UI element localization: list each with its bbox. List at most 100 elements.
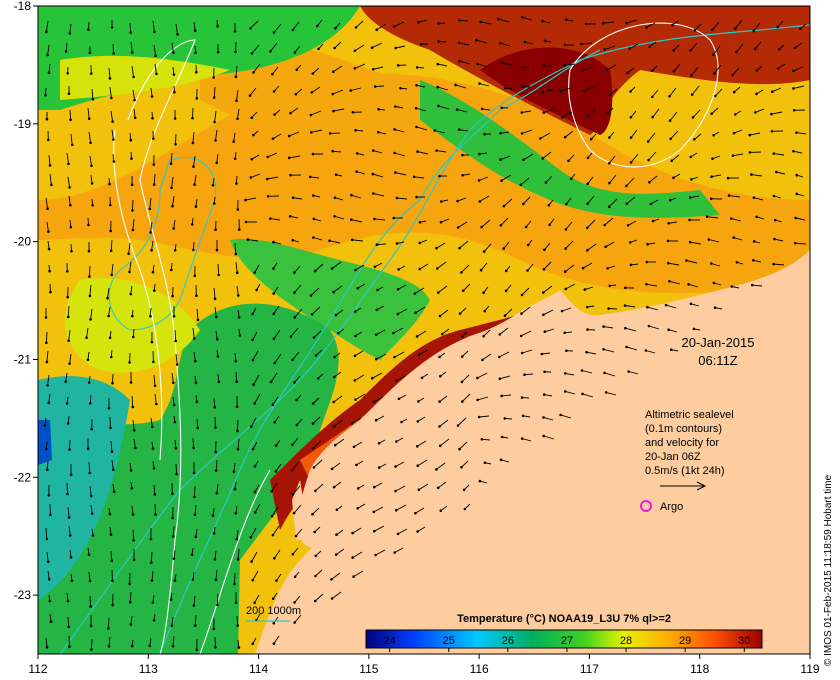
velocity-vector-head bbox=[460, 355, 464, 358]
velocity-vector bbox=[398, 394, 407, 400]
velocity-vector bbox=[668, 262, 680, 266]
velocity-vector-head bbox=[69, 225, 73, 229]
velocity-vector-head bbox=[372, 510, 376, 514]
velocity-vector-head bbox=[215, 337, 219, 341]
velocity-vector-head bbox=[458, 128, 461, 131]
velocity-vector bbox=[47, 374, 50, 386]
velocity-vector bbox=[350, 87, 362, 91]
velocity-vector bbox=[751, 174, 763, 177]
velocity-vector-head bbox=[564, 287, 568, 291]
legend-line-4: 20-Jan 06Z bbox=[645, 451, 701, 463]
velocity-vector bbox=[130, 41, 133, 53]
velocity-vector bbox=[773, 263, 785, 266]
velocity-vector-head bbox=[332, 290, 335, 294]
velocity-vector bbox=[294, 45, 301, 53]
velocity-vector bbox=[153, 484, 156, 495]
velocity-vector-head bbox=[251, 338, 254, 342]
velocity-vector bbox=[46, 221, 49, 232]
velocity-vector-head bbox=[312, 466, 316, 469]
velocity-vector bbox=[65, 372, 68, 382]
velocity-vector-head bbox=[173, 117, 177, 120]
velocity-vector-head bbox=[713, 72, 716, 75]
velocity-vector-head bbox=[214, 139, 217, 142]
lat-tick-label: -23 bbox=[14, 588, 32, 602]
velocity-vector-head bbox=[605, 68, 609, 72]
velocity-vector-head bbox=[132, 539, 135, 542]
velocity-vector-head bbox=[317, 47, 320, 51]
velocity-vector-head bbox=[174, 142, 177, 146]
velocity-vector-head bbox=[395, 508, 398, 512]
velocity-vector bbox=[456, 109, 468, 113]
velocity-vector-head bbox=[775, 170, 778, 174]
velocity-vector-head bbox=[148, 207, 152, 211]
velocity-vector-head bbox=[772, 194, 776, 198]
velocity-vector bbox=[250, 417, 257, 427]
velocity-vector-head bbox=[68, 362, 71, 365]
velocity-vector bbox=[437, 86, 449, 91]
land-exmouth-gulf bbox=[292, 480, 310, 540]
velocity-vector-head bbox=[351, 531, 354, 535]
colorbar-title: Temperature (°C) NOAA19_L3U 7% ql>=2 bbox=[457, 613, 671, 625]
velocity-vector bbox=[351, 417, 362, 424]
velocity-vector-head bbox=[480, 225, 484, 229]
velocity-vector bbox=[154, 63, 157, 74]
velocity-vector bbox=[67, 176, 71, 188]
velocity-vector bbox=[439, 309, 449, 317]
velocity-vector bbox=[773, 153, 785, 156]
velocity-vector-head bbox=[272, 240, 275, 244]
velocity-vector bbox=[48, 393, 51, 403]
velocity-vector bbox=[290, 327, 299, 337]
velocity-vector-head bbox=[644, 349, 648, 352]
velocity-vector bbox=[414, 176, 425, 179]
velocity-vector bbox=[271, 482, 278, 492]
velocity-vector bbox=[333, 481, 342, 488]
lat-tick-label: -22 bbox=[14, 470, 32, 484]
velocity-vector-head bbox=[191, 116, 194, 120]
velocity-vector bbox=[132, 328, 135, 337]
velocity-vector bbox=[629, 43, 639, 49]
velocity-vector-head bbox=[499, 158, 502, 161]
velocity-vector bbox=[292, 21, 300, 31]
velocity-vector bbox=[461, 460, 469, 468]
velocity-vector-head bbox=[170, 268, 173, 272]
velocity-vector-head bbox=[249, 176, 253, 179]
velocity-vector bbox=[375, 549, 386, 556]
velocity-vector-head bbox=[433, 129, 437, 132]
velocity-vector-head bbox=[606, 267, 609, 270]
velocity-vector-head bbox=[482, 291, 485, 295]
velocity-vector-head bbox=[215, 248, 219, 252]
velocity-vector-head bbox=[396, 532, 400, 536]
velocity-vector-head bbox=[792, 149, 795, 153]
velocity-vector bbox=[192, 437, 195, 448]
velocity-vector bbox=[562, 111, 573, 118]
velocity-vector bbox=[192, 107, 194, 119]
velocity-vector bbox=[131, 199, 134, 211]
velocity-vector bbox=[108, 306, 111, 317]
velocity-vector-head bbox=[107, 314, 110, 318]
lat-tick-label: -18 bbox=[14, 0, 32, 13]
velocity-vector-head bbox=[503, 86, 507, 90]
velocity-vector bbox=[245, 197, 257, 201]
velocity-vector-head bbox=[150, 95, 154, 98]
velocity-vector-head bbox=[435, 149, 438, 152]
velocity-vector bbox=[236, 89, 239, 101]
velocity-vector bbox=[561, 307, 572, 312]
velocity-vector-head bbox=[773, 237, 776, 241]
velocity-vector-head bbox=[68, 186, 71, 189]
velocity-vector-head bbox=[90, 648, 93, 651]
velocity-vector-head bbox=[311, 512, 314, 516]
velocity-vector bbox=[543, 285, 553, 293]
velocity-vector bbox=[395, 485, 406, 492]
velocity-vector bbox=[524, 373, 534, 376]
velocity-vector-head bbox=[66, 270, 69, 273]
velocity-vector-head bbox=[172, 51, 175, 54]
velocity-vector-head bbox=[108, 336, 112, 340]
velocity-vector-head bbox=[438, 425, 441, 428]
velocity-vector-head bbox=[392, 216, 396, 220]
velocity-vector-head bbox=[110, 96, 113, 100]
velocity-vector-head bbox=[331, 92, 335, 96]
velocity-vector bbox=[334, 197, 344, 201]
velocity-vector-head bbox=[792, 69, 795, 73]
velocity-vector bbox=[461, 374, 470, 383]
velocity-vector bbox=[89, 485, 92, 497]
